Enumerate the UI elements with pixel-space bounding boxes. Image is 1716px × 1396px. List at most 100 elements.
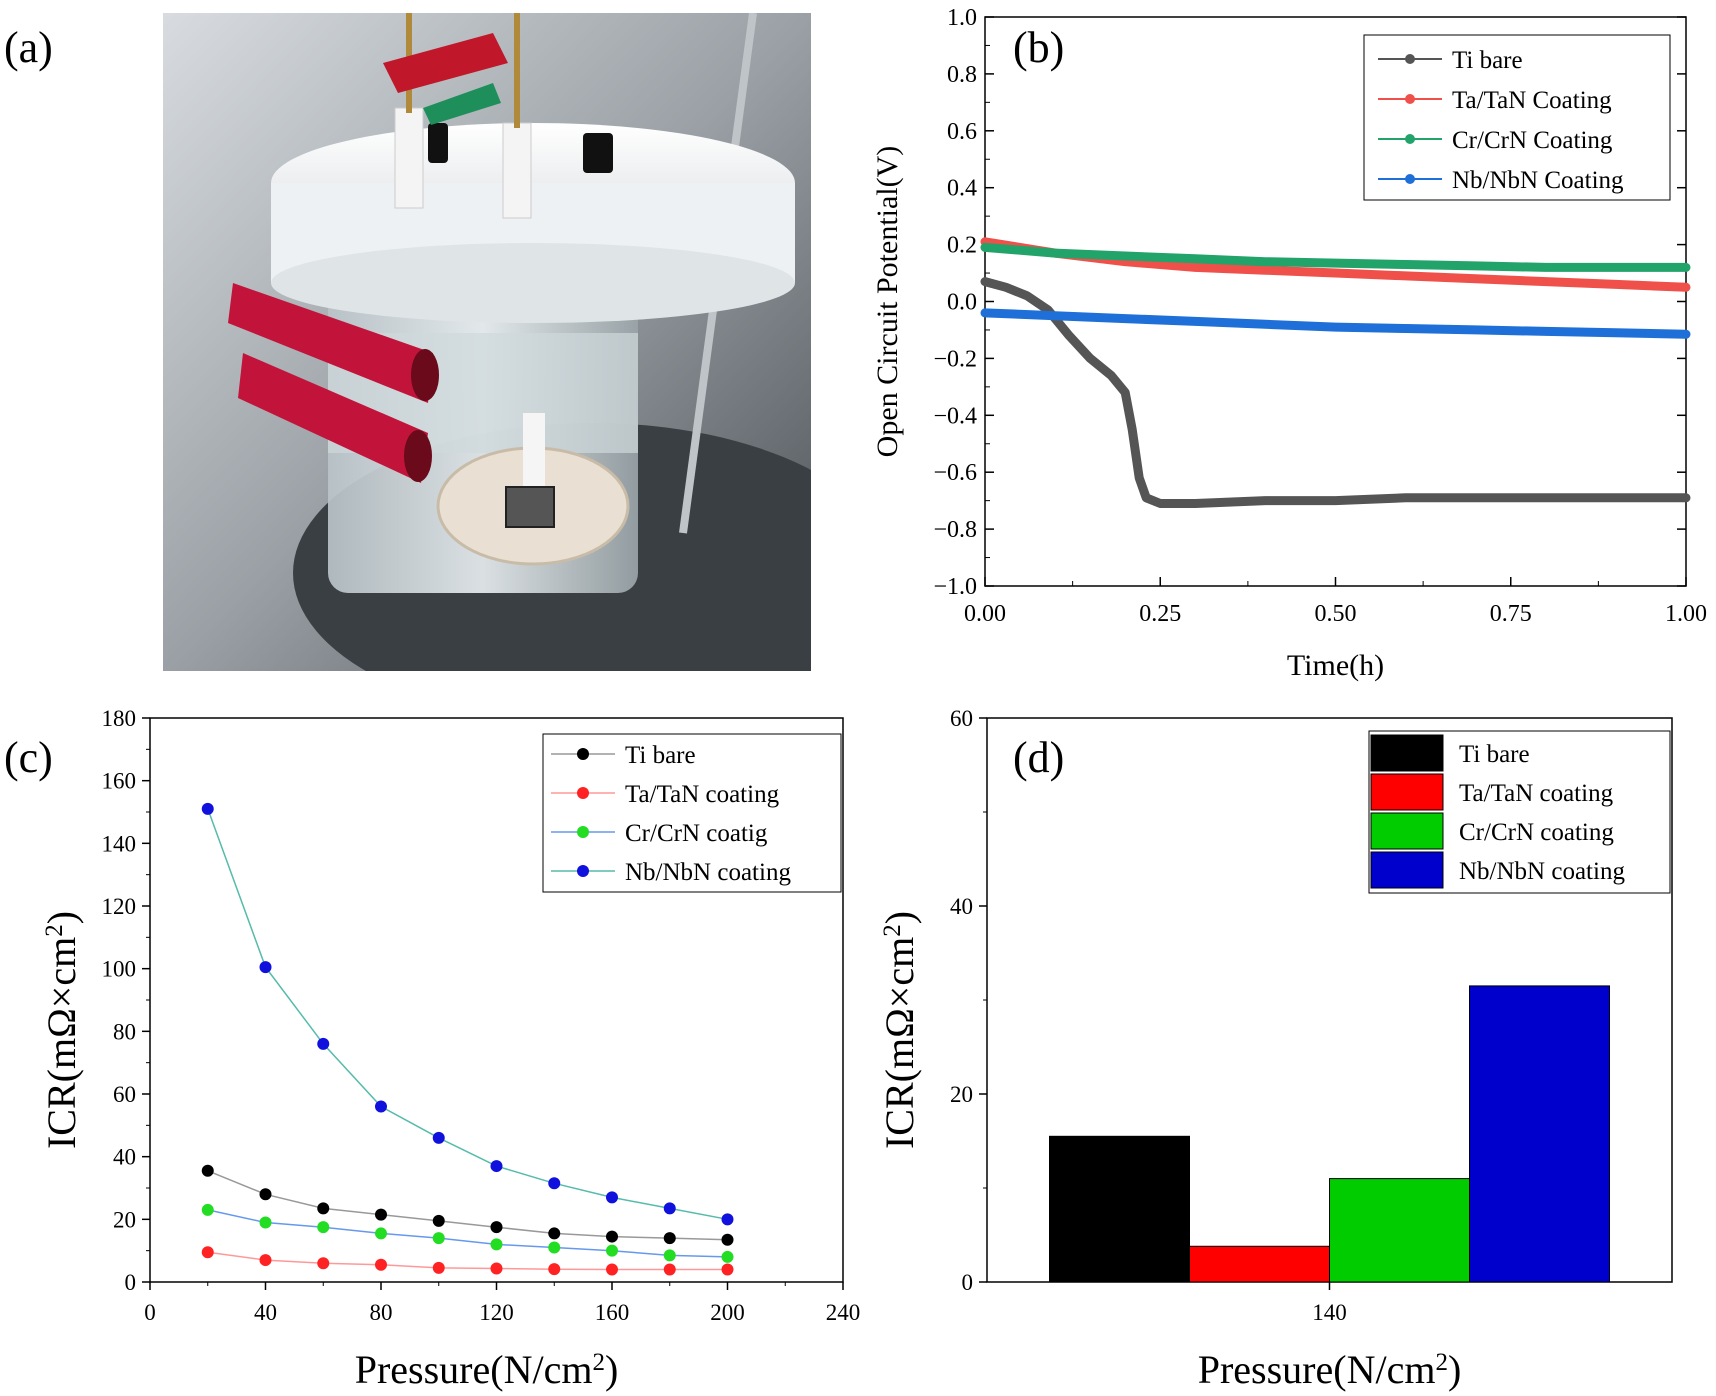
red-tube-lower: [238, 353, 428, 483]
legend-swatch-marker-c: [577, 787, 589, 799]
y-axis-title-d-main: ICR(mΩ×cm: [877, 937, 922, 1149]
y-tick-label-c: 20: [113, 1207, 136, 1232]
y-tick-label-c: 0: [125, 1270, 137, 1295]
data-point-c-1: [375, 1258, 387, 1271]
data-point-c-2: [490, 1238, 503, 1251]
x-axis-title-c-main: Pressure(N/cm: [355, 1347, 593, 1392]
y-tick-label-b: −0.4: [933, 403, 977, 429]
data-point-c-3: [201, 802, 214, 815]
legend-swatch-marker-c: [577, 826, 589, 838]
legend-label-c: Nb/NbN coating: [625, 859, 791, 886]
y-axis-title-c-sup: 2: [41, 924, 68, 937]
legend-swatch-d: [1370, 773, 1444, 811]
x-tick-label-c: 200: [710, 1300, 745, 1325]
legend-box-b: [1363, 34, 1671, 201]
legend-swatch-marker-c: [577, 865, 589, 877]
y-tick-label-d: 20: [950, 1082, 973, 1107]
y-axis-title-d: ICR(mΩ×cm2): [877, 911, 922, 1149]
x-tick-label-c: 120: [479, 1300, 514, 1325]
data-point-c-3: [606, 1191, 618, 1204]
series-line-c-0: [207, 1170, 728, 1241]
x-axis-title-d-main: Pressure(N/cm: [1198, 1347, 1436, 1392]
data-point-c-0: [201, 1164, 214, 1177]
red-alligator-clip: [383, 33, 508, 93]
data-point-c-3: [548, 1177, 561, 1190]
y-axis-title-c: ICR(mΩ×cm2): [39, 911, 84, 1149]
data-point-c-2: [606, 1244, 618, 1257]
y-tick-label-b: 0.0: [947, 290, 977, 316]
x-axis-title-c: Pressure(N/cm2): [355, 1347, 619, 1392]
data-point-c-0: [663, 1232, 676, 1245]
x-axis-title-c-sup: 2: [592, 1349, 605, 1376]
electrode-port-left: [394, 107, 424, 209]
y-tick-label-c: 160: [102, 769, 137, 794]
legend-swatch-d: [1370, 851, 1444, 889]
y-tick-label-c: 140: [102, 831, 137, 856]
data-point-c-2: [663, 1249, 676, 1262]
bar-d-0: [1049, 1135, 1190, 1283]
y-axis-title-c-main: ICR(mΩ×cm: [39, 937, 84, 1149]
data-point-c-2: [259, 1216, 272, 1229]
data-point-c-0: [721, 1233, 734, 1246]
y-tick-label-b: 0.8: [947, 62, 977, 88]
series-line-b-2: [980, 242, 1691, 272]
legend-swatch-marker-b: [1405, 54, 1415, 64]
x-axis-title-b: Time(h): [1287, 649, 1384, 682]
x-tick-label-b: 0.50: [1315, 601, 1357, 627]
legend-label-c: Ti bare: [625, 742, 696, 769]
data-point-c-1: [317, 1257, 330, 1270]
electrochemical-cell-photo: [163, 13, 811, 671]
legend-label-b: Ta/TaN Coating: [1452, 87, 1612, 114]
legend-box-c: [542, 733, 842, 893]
bar-d-1: [1189, 1245, 1330, 1283]
data-point-c-3: [375, 1100, 387, 1113]
legend-swatch-d: [1370, 812, 1444, 850]
x-axis-title-d-end: ): [1448, 1347, 1461, 1392]
legend-swatch-marker-b: [1405, 174, 1415, 184]
legend-box-d: [1368, 730, 1671, 894]
y-tick-label-b: 1.0: [947, 5, 977, 31]
x-tick-label-b: 0.25: [1139, 601, 1181, 627]
lid-cap-black-2: [428, 123, 448, 163]
legend-label-d: Nb/NbN coating: [1459, 858, 1625, 885]
data-point-c-0: [259, 1188, 272, 1201]
data-point-c-0: [375, 1208, 387, 1221]
y-tick-label-b: 0.6: [947, 119, 977, 145]
x-tick-label-c: 80: [370, 1300, 393, 1325]
data-point-c-1: [663, 1263, 676, 1276]
data-point-c-3: [663, 1202, 676, 1215]
tube-opening-upper: [411, 349, 439, 401]
x-axis-title-d: Pressure(N/cm2): [1198, 1347, 1462, 1392]
legend-label-d: Cr/CrN coating: [1459, 819, 1614, 846]
data-point-c-2: [375, 1227, 387, 1240]
data-point-c-2: [201, 1203, 214, 1216]
series-line-b-1: [980, 237, 1691, 292]
y-tick-label-b: −0.6: [933, 460, 977, 486]
y-tick-label-c: 180: [102, 706, 137, 731]
data-point-c-3: [317, 1037, 330, 1050]
data-point-c-1: [201, 1246, 214, 1259]
series-line-c-1: [207, 1251, 728, 1271]
electrode-port-right: [502, 122, 532, 219]
plot-frame-c: [149, 717, 844, 1283]
panel-label-a: (a): [4, 23, 53, 72]
data-point-c-3: [721, 1213, 734, 1226]
x-axis-title-c-end: ): [605, 1347, 618, 1392]
x-tick-label-b: 0.00: [964, 601, 1006, 627]
tube-opening-lower: [404, 430, 432, 482]
legend-swatch-d: [1370, 734, 1444, 772]
y-tick-label-c: 80: [113, 1019, 136, 1044]
data-point-c-1: [606, 1263, 618, 1276]
y-tick-label-b: −0.8: [933, 517, 977, 543]
data-point-c-1: [490, 1262, 503, 1275]
x-tick-label-b: 1.00: [1665, 601, 1707, 627]
legend-label-b: Cr/CrN Coating: [1452, 127, 1613, 154]
data-point-c-1: [259, 1254, 272, 1267]
data-point-c-1: [721, 1263, 734, 1276]
data-point-c-2: [317, 1221, 330, 1234]
legend-swatch-marker-c: [577, 748, 589, 760]
panel-label-b: (b): [1013, 23, 1065, 72]
legend-label-b: Nb/NbN Coating: [1452, 167, 1624, 194]
data-point-c-1: [548, 1263, 561, 1276]
legend-label-d: Ta/TaN coating: [1459, 780, 1614, 807]
